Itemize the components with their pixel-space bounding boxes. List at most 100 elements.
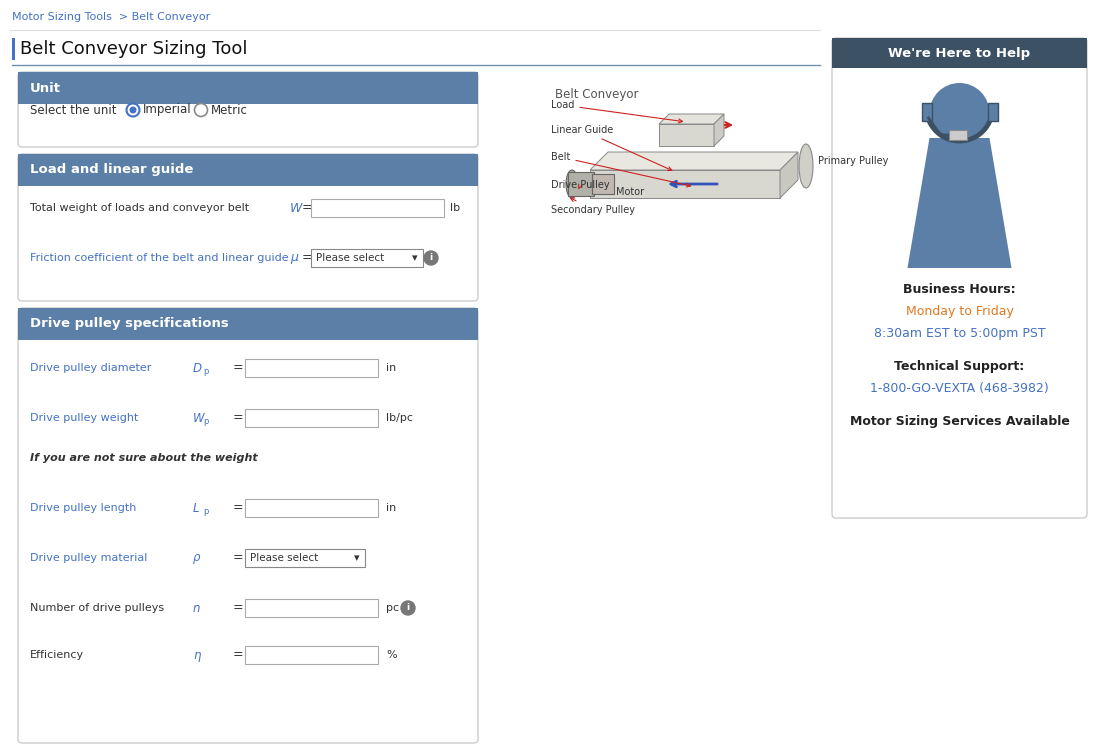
Ellipse shape	[566, 170, 578, 198]
Circle shape	[930, 83, 989, 143]
Polygon shape	[659, 114, 724, 124]
Text: n: n	[193, 602, 200, 615]
Text: Friction coefficient of the belt and linear guide: Friction coefficient of the belt and lin…	[30, 253, 289, 263]
FancyBboxPatch shape	[832, 38, 1087, 518]
Text: =: =	[233, 362, 244, 374]
Text: pc: pc	[386, 603, 399, 613]
Polygon shape	[908, 138, 1011, 268]
Text: p: p	[203, 417, 209, 426]
Text: i: i	[407, 603, 410, 612]
Bar	[245, 409, 378, 427]
Text: Motor Sizing Tools  > Belt Conveyor: Motor Sizing Tools > Belt Conveyor	[12, 12, 210, 22]
Bar	[948, 130, 966, 140]
Circle shape	[126, 103, 140, 116]
Text: Number of drive pulleys: Number of drive pulleys	[30, 603, 164, 613]
Text: =: =	[233, 501, 244, 514]
Bar	[245, 646, 378, 664]
Text: ▾: ▾	[354, 553, 359, 563]
Bar	[12, 38, 15, 60]
Text: Belt: Belt	[551, 152, 690, 187]
Circle shape	[130, 106, 136, 113]
Text: Drive Pulley: Drive Pulley	[551, 180, 610, 190]
Bar	[592, 174, 614, 194]
Text: L: L	[193, 501, 200, 514]
Bar	[568, 172, 593, 196]
Text: ▾: ▾	[412, 253, 418, 263]
Bar	[311, 199, 444, 217]
Text: Drive pulley weight: Drive pulley weight	[30, 413, 138, 423]
Bar	[18, 308, 478, 340]
Text: Belt Conveyor Sizing Tool: Belt Conveyor Sizing Tool	[20, 40, 247, 58]
Circle shape	[424, 251, 439, 265]
Text: Load and linear guide: Load and linear guide	[30, 164, 193, 177]
Bar	[832, 38, 1087, 68]
Text: μ: μ	[290, 251, 298, 264]
Polygon shape	[714, 114, 724, 146]
Bar	[245, 499, 378, 517]
Text: lb/pc: lb/pc	[386, 413, 413, 423]
Text: η: η	[193, 649, 200, 661]
Ellipse shape	[799, 144, 813, 188]
Text: p: p	[203, 366, 209, 375]
Text: Load: Load	[551, 100, 682, 123]
Text: Unit: Unit	[30, 82, 62, 94]
Bar	[18, 72, 478, 104]
Text: =: =	[233, 551, 244, 565]
Text: p: p	[203, 507, 209, 516]
Bar	[245, 549, 365, 567]
Polygon shape	[780, 152, 798, 198]
Text: Select the unit: Select the unit	[30, 103, 116, 116]
Text: Drive pulley diameter: Drive pulley diameter	[30, 363, 152, 373]
Text: Total weight of loads and conveyor belt: Total weight of loads and conveyor belt	[30, 203, 249, 213]
Text: lb: lb	[449, 203, 460, 213]
Text: %: %	[386, 650, 397, 660]
Text: =: =	[302, 202, 312, 214]
Text: in: in	[386, 363, 397, 373]
Text: W: W	[193, 411, 204, 424]
Text: i: i	[430, 254, 433, 263]
Text: Efficiency: Efficiency	[30, 650, 85, 660]
Polygon shape	[590, 152, 798, 170]
FancyBboxPatch shape	[18, 308, 478, 743]
Bar	[18, 154, 478, 186]
Bar	[311, 249, 423, 267]
Polygon shape	[590, 170, 780, 198]
Text: Drive pulley material: Drive pulley material	[30, 553, 147, 563]
Text: Secondary Pulley: Secondary Pulley	[551, 198, 635, 215]
Text: Linear Guide: Linear Guide	[551, 125, 671, 171]
Text: Imperial: Imperial	[143, 103, 191, 116]
Polygon shape	[659, 124, 714, 146]
Text: Primary Pulley: Primary Pulley	[818, 156, 888, 166]
Text: Business Hours:: Business Hours:	[903, 283, 1015, 296]
Text: Drive pulley length: Drive pulley length	[30, 503, 136, 513]
Text: =: =	[233, 649, 244, 661]
Bar	[921, 103, 932, 121]
FancyBboxPatch shape	[18, 154, 478, 301]
Text: Please select: Please select	[249, 553, 319, 563]
FancyBboxPatch shape	[18, 72, 478, 147]
Circle shape	[401, 601, 415, 615]
Text: 1-800-GO-VEXTA (468-3982): 1-800-GO-VEXTA (468-3982)	[870, 382, 1048, 395]
Text: W: W	[290, 202, 302, 214]
Text: Metric: Metric	[211, 103, 248, 116]
Text: =: =	[233, 411, 244, 424]
Bar	[245, 599, 378, 617]
Text: Belt Conveyor: Belt Conveyor	[555, 88, 639, 101]
Text: Monday to Friday: Monday to Friday	[906, 305, 1013, 318]
Text: Motor Sizing Services Available: Motor Sizing Services Available	[850, 415, 1069, 428]
Text: Motor: Motor	[617, 187, 644, 197]
Text: ρ: ρ	[193, 551, 200, 565]
Text: D: D	[193, 362, 202, 374]
Text: If you are not sure about the weight: If you are not sure about the weight	[30, 453, 258, 463]
Text: Please select: Please select	[317, 253, 385, 263]
Text: =: =	[302, 251, 312, 264]
Bar	[988, 103, 998, 121]
Text: in: in	[386, 503, 397, 513]
Text: 8:30am EST to 5:00pm PST: 8:30am EST to 5:00pm PST	[874, 327, 1045, 340]
Bar	[245, 359, 378, 377]
Circle shape	[195, 103, 208, 116]
Text: =: =	[233, 602, 244, 615]
Text: We're Here to Help: We're Here to Help	[888, 47, 1031, 60]
Text: Technical Support:: Technical Support:	[895, 360, 1024, 373]
Text: Drive pulley specifications: Drive pulley specifications	[30, 318, 229, 331]
